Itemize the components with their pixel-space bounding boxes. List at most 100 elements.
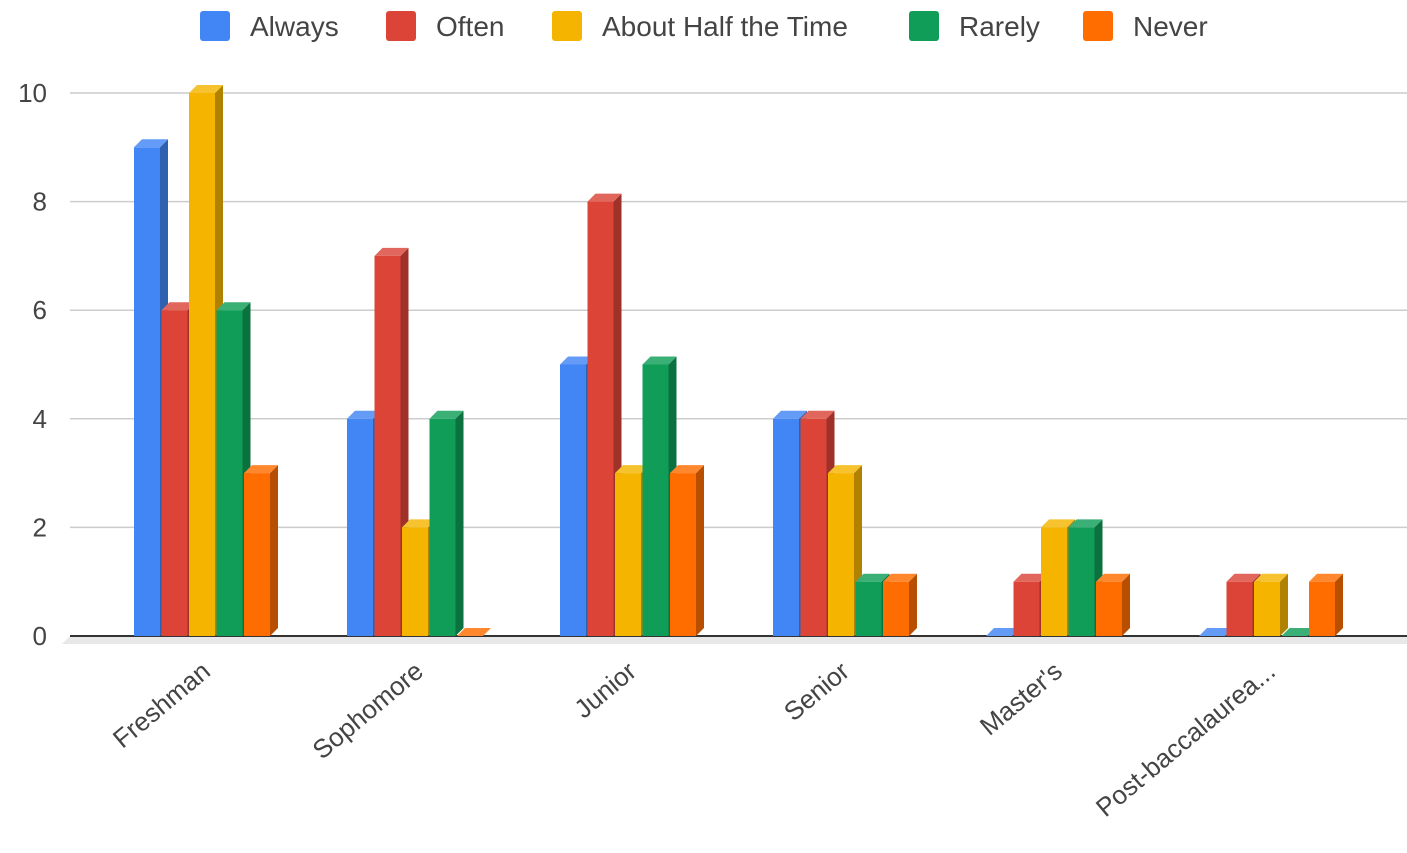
bar-top: [1281, 628, 1316, 636]
bar-never-junior: [670, 465, 704, 636]
legend-item-rarely: Rarely: [909, 11, 1040, 42]
bar-top: [1199, 628, 1233, 636]
bar-top: [670, 465, 704, 474]
legend-label-rarely: Rarely: [959, 11, 1040, 42]
bar-side: [455, 410, 464, 636]
bar-top: [800, 410, 835, 419]
bar-front: [1041, 527, 1067, 636]
bar-front: [347, 418, 373, 636]
bar-top: [1013, 573, 1048, 582]
bar-always-freshman: [134, 139, 168, 637]
bar-group-freshman: [134, 85, 278, 637]
bar-side: [1280, 573, 1288, 636]
bar-front: [402, 527, 428, 636]
y-tick-label: 4: [33, 404, 47, 434]
bar-front: [134, 147, 160, 637]
bar-front: [642, 364, 669, 636]
bar-side: [909, 573, 917, 636]
bar-side: [696, 465, 704, 636]
bar-about-half-the-time-post-baccalaurea: [1254, 573, 1288, 636]
bar-top: [1309, 573, 1343, 582]
bar-side: [1122, 573, 1130, 636]
bar-top: [374, 247, 409, 256]
bar-top: [347, 410, 381, 419]
bar-front: [1013, 581, 1040, 636]
bars: [134, 85, 1343, 637]
bar-never-post-baccalaurea: [1309, 573, 1343, 636]
bar-top: [1226, 573, 1261, 582]
bar-always-master-s: [986, 628, 1020, 636]
bar-front: [855, 581, 882, 636]
bar-group-post-baccalaurea: [1199, 573, 1343, 636]
legend: Always Often About Half the Time Rarely Neve…: [200, 11, 1208, 42]
bar-top: [457, 628, 491, 636]
bar-front: [161, 310, 188, 636]
bar-never-master-s: [1096, 573, 1130, 636]
bar-top: [615, 465, 649, 474]
x-category-label: Junior: [568, 655, 642, 724]
bar-top: [216, 302, 251, 311]
bar-top: [560, 356, 594, 365]
bar-often-sophomore: [374, 247, 409, 636]
bar-top: [189, 85, 223, 93]
bar-front: [587, 201, 614, 636]
legend-label-about-half-the-time: About Half the Time: [602, 11, 848, 42]
bar-top: [587, 193, 622, 202]
legend-item-never: Never: [1083, 11, 1208, 42]
x-category-label: Freshman: [107, 656, 216, 754]
bar-front: [244, 473, 270, 636]
bar-front: [189, 93, 215, 636]
bar-rarely-post-baccalaurea: [1281, 628, 1316, 636]
y-axis-ticks: 0 2 4 6 8 10: [18, 78, 47, 651]
bar-front: [615, 473, 641, 636]
bar-often-post-baccalaurea: [1226, 573, 1261, 636]
bar-group-sophomore: [347, 247, 491, 636]
bar-group-junior: [560, 193, 704, 636]
bar-rarely-freshman: [216, 302, 251, 636]
legend-label-never: Never: [1133, 11, 1208, 42]
bar-front: [429, 418, 456, 636]
bar-front: [1096, 581, 1122, 636]
bar-front: [560, 364, 586, 636]
gridlines: [62, 92, 1407, 644]
bar-front: [374, 255, 401, 636]
y-tick-label: 10: [18, 78, 47, 108]
bar-group-senior: [773, 410, 917, 636]
y-tick-label: 0: [33, 621, 47, 651]
legend-swatch-often: [386, 11, 416, 41]
x-category-label: Sophomore: [307, 656, 429, 765]
bar-top: [642, 356, 677, 365]
bar-top: [828, 465, 862, 474]
bar-top: [1254, 573, 1288, 582]
legend-swatch-rarely: [909, 11, 939, 41]
bar-never-sophomore: [457, 628, 491, 636]
bar-top: [244, 465, 278, 474]
legend-item-always: Always: [200, 11, 339, 42]
bar-side: [1335, 573, 1343, 636]
bar-front: [883, 581, 909, 636]
bar-top: [986, 628, 1020, 636]
bar-top: [1096, 573, 1130, 582]
chart-floor: [62, 636, 1407, 644]
bar-rarely-sophomore: [429, 410, 464, 636]
x-category-label: Post-baccalaurea...: [1090, 656, 1281, 823]
bar-always-post-baccalaurea: [1199, 628, 1233, 636]
bar-front: [1309, 581, 1335, 636]
bar-top: [402, 519, 436, 528]
bar-front: [1254, 581, 1280, 636]
bar-side: [270, 465, 278, 636]
y-tick-label: 6: [33, 295, 47, 325]
bar-front: [670, 473, 696, 636]
bar-top: [883, 573, 917, 582]
bar-top: [1068, 519, 1103, 528]
bar-top: [1041, 519, 1075, 528]
bar-top: [855, 573, 890, 582]
bar-never-senior: [883, 573, 917, 636]
legend-swatch-never: [1083, 11, 1113, 41]
y-tick-label: 2: [33, 512, 47, 542]
legend-label-always: Always: [250, 11, 339, 42]
bar-never-freshman: [244, 465, 278, 636]
bar-front: [828, 473, 854, 636]
